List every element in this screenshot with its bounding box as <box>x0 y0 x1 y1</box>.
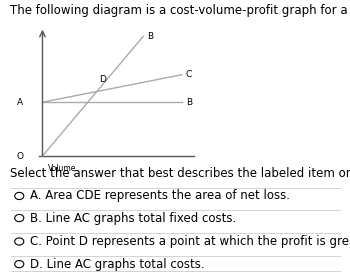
Text: The following diagram is a cost-volume-profit graph for a manufacturing company:: The following diagram is a cost-volume-p… <box>10 4 350 17</box>
Text: O: O <box>16 152 23 161</box>
Text: A. Area CDE represents the area of net loss.: A. Area CDE represents the area of net l… <box>30 189 290 203</box>
Text: A: A <box>17 98 23 107</box>
Text: Select the answer that best describes the labeled item on the diagram.: Select the answer that best describes th… <box>10 167 350 180</box>
Text: B. Line AC graphs total fixed costs.: B. Line AC graphs total fixed costs. <box>30 211 236 225</box>
Text: B: B <box>147 32 153 41</box>
Text: B: B <box>186 98 192 107</box>
Text: D: D <box>99 75 105 84</box>
Text: C. Point D represents a point at which the profit is greater than zero.: C. Point D represents a point at which t… <box>30 235 350 248</box>
Text: Volume: Volume <box>48 164 77 173</box>
Text: D. Line AC graphs total costs.: D. Line AC graphs total costs. <box>30 258 204 271</box>
Text: C: C <box>186 70 192 79</box>
